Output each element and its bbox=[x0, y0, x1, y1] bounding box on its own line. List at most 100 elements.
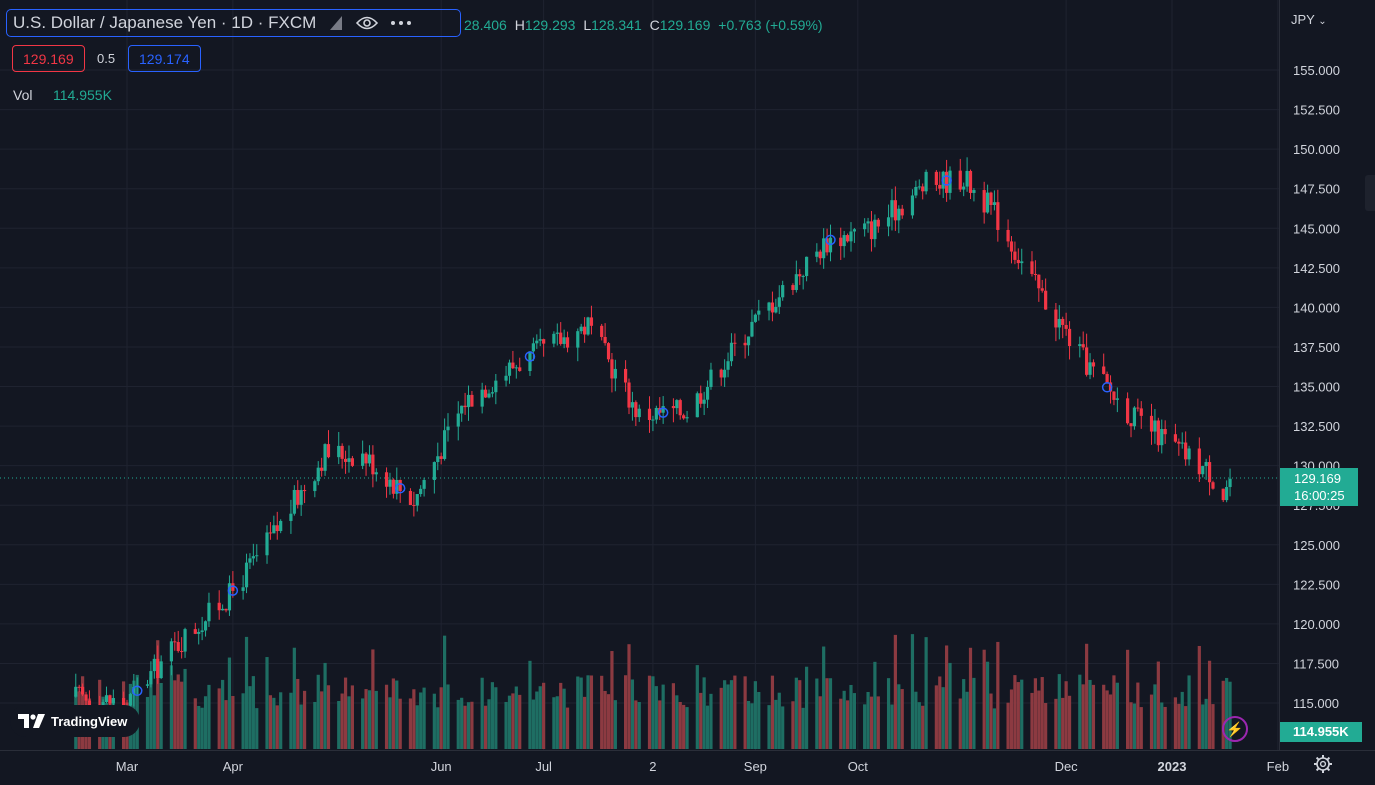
candle-body bbox=[1201, 466, 1205, 475]
volume-bar bbox=[1204, 698, 1208, 749]
volume-label[interactable]: Vol bbox=[13, 87, 33, 103]
candle-body bbox=[231, 583, 235, 591]
candle-body bbox=[1081, 344, 1085, 348]
more-icon[interactable] bbox=[390, 20, 412, 26]
candle-body bbox=[876, 219, 880, 227]
dividend-marker[interactable] bbox=[131, 685, 143, 697]
volume-bar bbox=[183, 668, 187, 749]
volume-bar bbox=[1040, 677, 1044, 749]
candle-body bbox=[559, 332, 563, 344]
bolt-icon[interactable]: ⚡ bbox=[1222, 716, 1248, 742]
candle-body bbox=[323, 444, 327, 471]
volume-bar bbox=[180, 681, 184, 749]
candle-body bbox=[948, 170, 952, 193]
scroll-right-handle[interactable] bbox=[1365, 175, 1375, 211]
volume-bar bbox=[869, 696, 874, 749]
candle-body bbox=[1211, 482, 1215, 489]
dividend-marker[interactable] bbox=[657, 407, 669, 418]
candle-body bbox=[408, 490, 413, 506]
buy-button[interactable]: 129.174 bbox=[128, 45, 201, 72]
volume-bar bbox=[675, 695, 679, 749]
last-price-tag: 129.169 16:00:25 bbox=[1280, 468, 1358, 506]
candle-body bbox=[682, 415, 686, 419]
flag-icon[interactable] bbox=[328, 15, 344, 31]
x-tick-label: Oct bbox=[848, 759, 869, 774]
y-tick-label: 140.000 bbox=[1293, 300, 1340, 315]
volume-bar bbox=[726, 684, 730, 749]
volume-bar bbox=[845, 700, 850, 749]
volume-bar bbox=[528, 660, 532, 749]
y-tick-label: 147.500 bbox=[1293, 182, 1340, 197]
candle-body bbox=[480, 389, 484, 407]
volume-bar bbox=[1108, 694, 1113, 749]
candle-body bbox=[77, 686, 81, 688]
eye-icon[interactable] bbox=[356, 15, 379, 31]
symbol-legend[interactable]: U.S. Dollar / Japanese Yen · 1D · FXCM bbox=[6, 9, 461, 37]
dividend-marker[interactable] bbox=[227, 585, 239, 596]
volume-bar bbox=[470, 701, 474, 749]
volume-bar bbox=[890, 704, 894, 749]
currency-selector[interactable]: JPY ⌄ bbox=[1291, 12, 1327, 27]
high-value: 129.293 bbox=[524, 17, 576, 33]
volume-bar bbox=[589, 675, 594, 749]
volume-bar bbox=[685, 707, 689, 749]
volume-bar bbox=[436, 707, 440, 749]
candle-body bbox=[384, 472, 389, 487]
volume-bar bbox=[702, 677, 706, 749]
dividend-marker[interactable] bbox=[1101, 382, 1113, 393]
candle-body bbox=[412, 505, 416, 507]
candle-body bbox=[337, 445, 341, 458]
candle-body bbox=[839, 237, 843, 247]
volume-bar bbox=[610, 651, 614, 749]
candle-body bbox=[1067, 328, 1072, 347]
candle-body bbox=[965, 170, 969, 187]
volume-bar bbox=[535, 691, 539, 749]
candle-body bbox=[439, 456, 443, 459]
volume-bar bbox=[456, 699, 460, 749]
candle-body bbox=[1139, 408, 1143, 416]
sell-button[interactable]: 129.169 bbox=[12, 45, 85, 72]
dividend-marker[interactable] bbox=[394, 482, 406, 494]
price-axis-ticks: 115.000117.500120.000122.500125.000127.5… bbox=[1293, 63, 1340, 711]
candle-body bbox=[87, 700, 92, 709]
candle-body bbox=[1013, 251, 1017, 260]
volume-bar bbox=[839, 698, 843, 749]
volume-bar bbox=[384, 684, 389, 749]
candle-body bbox=[671, 406, 676, 409]
volume-bar bbox=[340, 693, 344, 749]
candle-body bbox=[589, 317, 594, 326]
dividend-marker[interactable] bbox=[524, 351, 536, 362]
volume-bar bbox=[504, 701, 508, 749]
candle-body bbox=[757, 310, 761, 315]
x-tick-label: 2023 bbox=[1158, 759, 1187, 774]
candle-body bbox=[292, 489, 296, 514]
tradingview-logo[interactable]: TradingView bbox=[10, 705, 140, 737]
volume-bar bbox=[1153, 684, 1157, 749]
gear-icon[interactable] bbox=[1313, 754, 1333, 779]
volume-bar bbox=[1009, 689, 1014, 749]
candle-body bbox=[1112, 391, 1116, 400]
candle-body bbox=[900, 208, 904, 216]
candle-body bbox=[152, 658, 156, 672]
volume-bar bbox=[388, 697, 392, 749]
candle-body bbox=[982, 190, 986, 213]
volume-bar bbox=[248, 686, 252, 749]
candle-body bbox=[726, 361, 730, 370]
volume-bar bbox=[750, 703, 754, 749]
candle-body bbox=[941, 171, 945, 189]
volume-bar bbox=[507, 695, 512, 749]
volume-bar bbox=[156, 640, 160, 749]
candle-body bbox=[934, 171, 938, 185]
dividend-marker[interactable] bbox=[941, 175, 952, 186]
dividend-marker[interactable] bbox=[825, 234, 836, 246]
volume-bar bbox=[647, 675, 652, 749]
candle-body bbox=[992, 202, 997, 205]
candle-body bbox=[248, 558, 252, 563]
volume-bar bbox=[518, 694, 522, 749]
candle-body bbox=[364, 453, 368, 464]
bar-countdown: 16:00:25 bbox=[1294, 488, 1345, 503]
candle-body bbox=[886, 217, 891, 227]
volume-bar bbox=[1139, 707, 1143, 749]
symbol-title[interactable]: U.S. Dollar / Japanese Yen · 1D · FXCM bbox=[13, 13, 317, 32]
